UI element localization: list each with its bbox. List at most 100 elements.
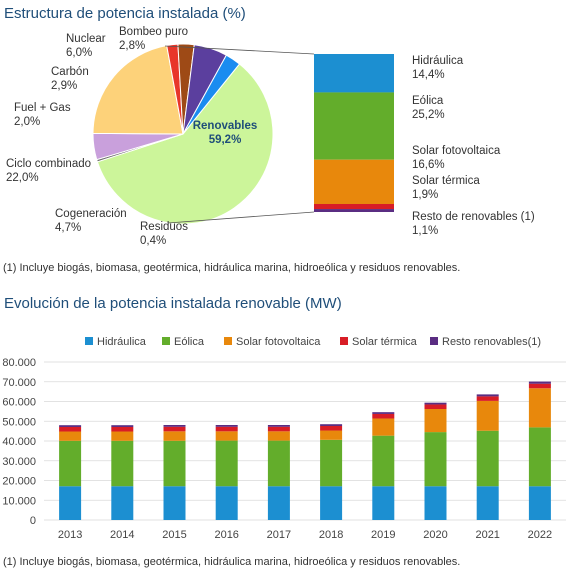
bar-solar-fotovoltaica-2014 bbox=[111, 431, 134, 441]
x-tick-label: 2016 bbox=[214, 529, 238, 541]
pie-value-ciclo-combinado: 22,0% bbox=[6, 172, 39, 184]
bar-resto-renovables-1-2020 bbox=[424, 402, 447, 405]
pie-value-bombeo-puro: 2,8% bbox=[119, 40, 145, 52]
pie-label-fuel-gas: Fuel + Gas bbox=[14, 102, 71, 114]
bar-solar-termica-2014 bbox=[111, 426, 134, 432]
bar-resto-renovables-1-2022 bbox=[528, 381, 551, 384]
bar-hidraulica-2014 bbox=[111, 486, 134, 520]
bar-solar-fotovoltaica-2016 bbox=[215, 431, 238, 441]
bar-hidraulica-2022 bbox=[528, 486, 551, 520]
pie-value-cogeneracion: 4,7% bbox=[55, 222, 81, 234]
legend-label-solar-termica: Solar térmica bbox=[352, 336, 418, 348]
bar-hidraulica-2016 bbox=[215, 486, 238, 520]
bar-resto-renovables-1-2019 bbox=[372, 412, 395, 414]
bar-hidraulica-2018 bbox=[320, 486, 343, 520]
breakdown-label-solar-fotovoltaica: Solar fotovoltaica bbox=[412, 145, 501, 157]
legend-swatch-solar-termica bbox=[340, 337, 348, 345]
bar-chart: 0 10.000 20.000 30.000 40.000 50.000 60.000 70.… bbox=[2, 336, 566, 541]
pie-footnote: (1) Incluye biogás, biomasa, geotérmica,… bbox=[3, 262, 461, 274]
pie-value-fuel-gas: 2,0% bbox=[14, 116, 40, 128]
legend-label-solar-fotovoltaica: Solar fotovoltaica bbox=[236, 336, 321, 348]
x-tick-label: 2017 bbox=[267, 529, 291, 541]
bar-eolica-2019 bbox=[372, 435, 395, 487]
breakdown-label-hidraulica: Hidráulica bbox=[412, 55, 464, 67]
x-tick-label: 2019 bbox=[371, 529, 395, 541]
bar-solar-termica-2015 bbox=[163, 426, 186, 432]
pie-chart: Renovables 59,2% Residuos 0,4% Cogeneración 4… bbox=[6, 26, 535, 247]
y-tick-label: 70.000 bbox=[2, 377, 36, 389]
y-tick-label: 20.000 bbox=[2, 476, 36, 488]
bar-chart-title: Evolución de la potencia instalada renov… bbox=[4, 295, 342, 312]
pie-label-cogeneracion: Cogeneración bbox=[55, 208, 127, 220]
bar-eolica-2020 bbox=[424, 432, 447, 487]
x-tick-label: 2013 bbox=[58, 529, 82, 541]
bar-eolica-2013 bbox=[59, 440, 82, 487]
bar-solar-termica-2018 bbox=[320, 425, 343, 431]
pie-label-carbon: Carbón bbox=[51, 66, 89, 78]
bar-solar-termica-2016 bbox=[215, 426, 238, 432]
y-tick-label: 0 bbox=[30, 515, 36, 527]
x-tick-label: 2021 bbox=[475, 529, 499, 541]
bar-eolica-2022 bbox=[528, 427, 551, 487]
bar-eolica-2014 bbox=[111, 440, 134, 487]
bar-footnote: (1) Incluye biogás, biomasa, geotérmica,… bbox=[3, 556, 461, 568]
pie-slice-bombeo-puro bbox=[182, 54, 241, 135]
pie-slice-ciclo-combinado bbox=[92, 44, 184, 135]
x-tick-label: 2020 bbox=[423, 529, 447, 541]
breakdown-segment-resto-de-renovables-1 bbox=[314, 209, 394, 212]
bar-eolica-2015 bbox=[163, 440, 186, 487]
breakdown-segment-solar-fotovoltaica bbox=[314, 159, 394, 204]
bar-solar-termica-2022 bbox=[528, 383, 551, 389]
bar-solar-termica-2017 bbox=[267, 426, 290, 432]
pie-value-residuos: 0,4% bbox=[140, 235, 166, 247]
pie-slice-renovables bbox=[96, 63, 274, 225]
bar-solar-fotovoltaica-2013 bbox=[59, 431, 82, 441]
pie-label-ciclo-combinado: Ciclo combinado bbox=[6, 158, 91, 170]
bar-hidraulica-2013 bbox=[59, 486, 82, 520]
bar-resto-renovables-1-2017 bbox=[267, 425, 290, 427]
breakdown-segment-eolica bbox=[314, 92, 394, 160]
bar-solar-fotovoltaica-2019 bbox=[372, 418, 395, 436]
breakdown-label-solar-termica: Solar térmica bbox=[412, 175, 480, 187]
legend-label-eolica: Eólica bbox=[174, 336, 205, 348]
x-tick-label: 2015 bbox=[162, 529, 186, 541]
pie-label-residuos: Residuos bbox=[140, 221, 188, 233]
x-tick-label: 2018 bbox=[319, 529, 343, 541]
bar-solar-termica-2021 bbox=[476, 396, 499, 401]
bar-hidraulica-2019 bbox=[372, 486, 395, 520]
bar-resto-renovables-1-2014 bbox=[111, 425, 134, 427]
breakdown-label-resto-de-renovables-1: Resto de renovables (1) bbox=[412, 211, 535, 223]
y-tick-label: 80.000 bbox=[2, 357, 36, 369]
breakdown-value-solar-termica: 1,9% bbox=[412, 189, 438, 201]
bar-solar-fotovoltaica-2015 bbox=[163, 431, 186, 441]
breakdown-label-eolica: Eólica bbox=[412, 95, 444, 107]
bar-eolica-2017 bbox=[267, 440, 290, 487]
breakdown-segment-hidraulica bbox=[314, 54, 394, 93]
bar-resto-renovables-1-2021 bbox=[476, 394, 499, 397]
legend-swatch-eolica bbox=[162, 337, 170, 345]
bar-solar-fotovoltaica-2022 bbox=[528, 388, 551, 428]
pie-label-nuclear: Nuclear bbox=[66, 33, 106, 45]
pie-value-carbon: 2,9% bbox=[51, 80, 77, 92]
pie-value-renovables: 59,2% bbox=[209, 134, 242, 146]
bar-hidraulica-2017 bbox=[267, 486, 290, 520]
legend-swatch-hidraulica bbox=[85, 337, 93, 345]
breakdown-value-hidraulica: 14,4% bbox=[412, 69, 445, 81]
pie-label-renovables: Renovables bbox=[193, 120, 258, 132]
bar-solar-termica-2013 bbox=[59, 426, 82, 432]
breakdown-connector-bottom bbox=[167, 211, 315, 224]
y-tick-label: 50.000 bbox=[2, 416, 36, 428]
pie-value-nuclear: 6,0% bbox=[66, 47, 92, 59]
bar-resto-renovables-1-2013 bbox=[59, 425, 82, 427]
legend-label-resto-renovables-1: Resto renovables(1) bbox=[442, 336, 541, 348]
y-tick-label: 40.000 bbox=[2, 436, 36, 448]
breakdown-value-resto-de-renovables-1: 1,1% bbox=[412, 225, 438, 237]
bar-resto-renovables-1-2015 bbox=[163, 425, 186, 427]
bar-hidraulica-2020 bbox=[424, 486, 447, 520]
bar-solar-termica-2020 bbox=[424, 404, 447, 409]
bar-eolica-2018 bbox=[320, 439, 343, 487]
bar-eolica-2016 bbox=[215, 440, 238, 487]
bar-solar-termica-2019 bbox=[372, 413, 395, 419]
pie-chart-title: Estructura de potencia instalada (%) bbox=[4, 5, 246, 22]
breakdown-segment-solar-termica bbox=[314, 203, 394, 210]
